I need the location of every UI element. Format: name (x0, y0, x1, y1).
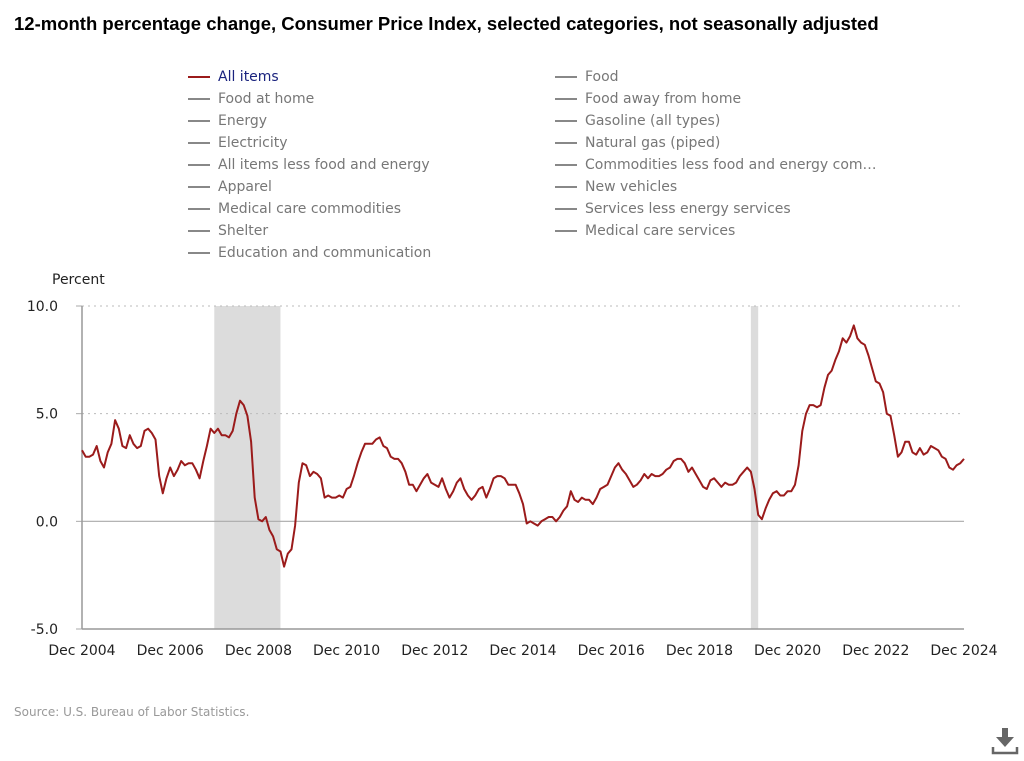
legend-swatch (188, 98, 210, 100)
legend-item[interactable]: Food at home (188, 88, 314, 110)
legend-swatch (555, 142, 577, 144)
legend-item[interactable]: Apparel (188, 176, 272, 198)
legend-label: Medical care commodities (218, 201, 402, 217)
legend-item[interactable]: Shelter (188, 220, 268, 242)
legend-swatch (555, 164, 577, 166)
legend-swatch (555, 98, 577, 100)
legend-label: Education and communication (218, 245, 432, 261)
legend-label: Food away from home (585, 91, 742, 107)
legend-label: Commodities less food and energy com… (585, 157, 877, 173)
x-tick-label: Dec 2004 (48, 643, 115, 659)
legend-swatch (188, 76, 210, 78)
x-tick-label: Dec 2022 (842, 643, 909, 659)
legend-label: New vehicles (585, 179, 678, 195)
legend-item[interactable]: Natural gas (piped) (555, 132, 720, 154)
x-tick-label: Dec 2012 (401, 643, 468, 659)
x-tick-label: Dec 2010 (313, 643, 380, 659)
legend-item[interactable]: All items less food and energy (188, 154, 430, 176)
legend-item[interactable]: Food away from home (555, 88, 741, 110)
chart-title: 12-month percentage change, Consumer Pri… (14, 13, 879, 34)
y-tick-label: -5.0 (31, 622, 58, 638)
legend-item[interactable]: Food (555, 66, 619, 88)
legend-swatch (188, 142, 210, 144)
y-tick-label: 10.0 (27, 299, 58, 315)
legend-label: Services less energy services (585, 201, 791, 217)
legend-item[interactable]: Commodities less food and energy com… (555, 154, 877, 176)
legend-label: Shelter (218, 223, 269, 239)
x-tick-label: Dec 2018 (666, 643, 733, 659)
x-tick-label: Dec 2016 (578, 643, 645, 659)
legend-item[interactable]: Electricity (188, 132, 288, 154)
legend-label: Medical care services (585, 223, 736, 239)
legend-swatch (555, 120, 577, 122)
x-tick-label: Dec 2008 (225, 643, 292, 659)
legend-label: Food (585, 69, 619, 85)
legend-item[interactable]: Education and communication (188, 242, 431, 264)
legend-swatch (188, 230, 210, 232)
chart: Percent 10.0 5.0 0.0 -5.0 Dec 2004 Dec 2006 Dec… (27, 272, 998, 659)
legend-swatch (188, 208, 210, 210)
legend-label: Food at home (218, 91, 315, 107)
legend-item[interactable]: All items (188, 66, 279, 88)
x-tick-label: Dec 2020 (754, 643, 821, 659)
legend-label: Apparel (218, 179, 272, 195)
legend-swatch (555, 230, 577, 232)
source-note: Source: U.S. Bureau of Labor Statistics. (14, 705, 250, 719)
legend-label: Electricity (218, 135, 288, 151)
y-tick-label: 0.0 (36, 514, 58, 530)
legend-item[interactable]: Energy (188, 110, 267, 132)
legend-swatch (188, 120, 210, 122)
x-tick-label: Dec 2014 (489, 643, 556, 659)
legend-swatch (188, 164, 210, 166)
legend-item[interactable]: Medical care commodities (188, 198, 401, 220)
recession-shading (214, 306, 281, 629)
legend-swatch (188, 186, 210, 188)
x-tick-label: Dec 2006 (137, 643, 204, 659)
legend-swatch (188, 252, 210, 254)
series-line-all-items (81, 324, 965, 568)
legend-swatch (555, 208, 577, 210)
y-tick-label: 5.0 (36, 407, 58, 423)
legend-item[interactable]: Services less energy services (555, 198, 791, 220)
download-icon[interactable] (990, 726, 1020, 756)
legend-label: Natural gas (piped) (585, 135, 721, 151)
x-tick-label: Dec 2024 (930, 643, 997, 659)
recession-shading (750, 306, 759, 629)
legend-label: Energy (218, 113, 268, 129)
legend-swatch (555, 186, 577, 188)
legend-swatch (555, 76, 577, 78)
y-axis-label: Percent (52, 272, 105, 288)
legend-label: All items less food and energy (218, 157, 430, 173)
legend-item[interactable]: Medical care services (555, 220, 735, 242)
legend-label: Gasoline (all types) (585, 113, 721, 129)
legend-label: All items (218, 69, 279, 85)
legend-item[interactable]: New vehicles (555, 176, 677, 198)
legend-item[interactable]: Gasoline (all types) (555, 110, 720, 132)
